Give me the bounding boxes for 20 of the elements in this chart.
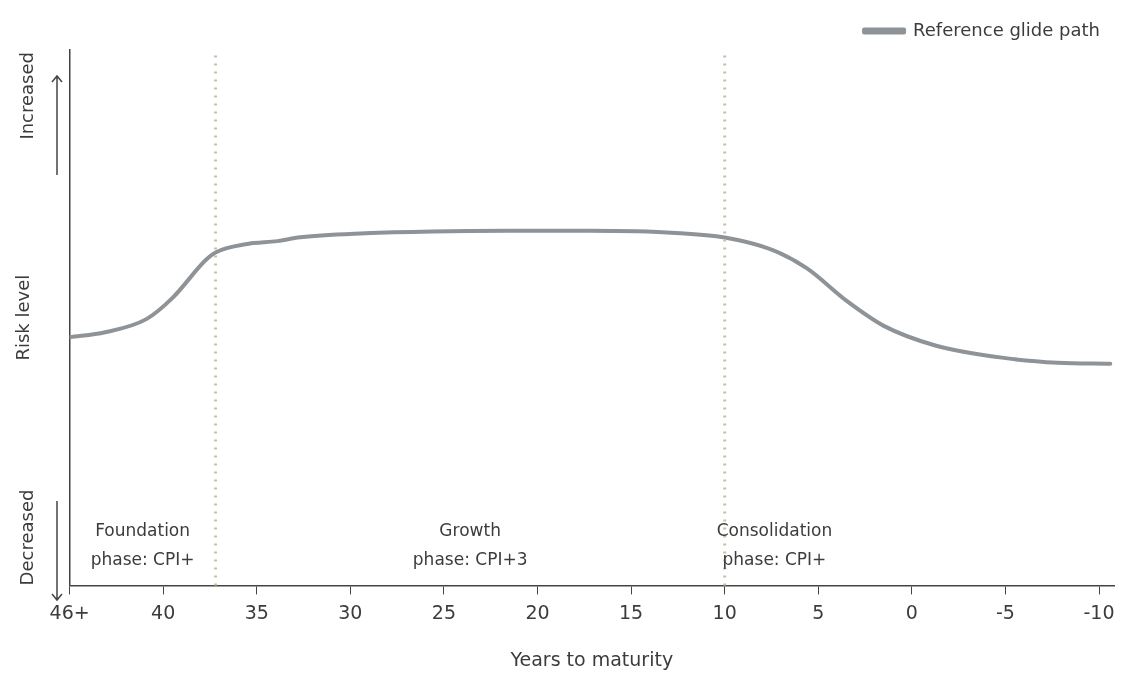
legend-label: Reference glide path (913, 18, 1100, 40)
x-tick-label: 20 (525, 600, 550, 623)
x-tick-label: 0 (905, 600, 918, 623)
x-tick-label: 35 (244, 600, 269, 623)
x-tick-label: 30 (338, 600, 363, 623)
x-tick-label: 25 (431, 600, 457, 623)
x-tick-label: 15 (619, 600, 644, 623)
text: Decreased (15, 489, 37, 586)
x-tick-label: -10 (1083, 600, 1115, 623)
x-tick-label: 46+ (49, 600, 90, 623)
x-axis-title: Years to maturity (509, 647, 674, 670)
annotation: Consolidation phase: CPI+ (716, 520, 833, 570)
annotation: Foundation phase: CPI+ (90, 520, 195, 570)
x-tick-label: -5 (995, 600, 1015, 623)
y-axis-title: Risk level (12, 274, 34, 361)
annotation: Growth phase: CPI+3 (412, 520, 528, 570)
x-tick-label: 10 (712, 600, 737, 623)
x-tick-label: 5 (812, 600, 825, 623)
x-tick-label: 40 (151, 600, 176, 623)
text: Increased (15, 52, 37, 140)
